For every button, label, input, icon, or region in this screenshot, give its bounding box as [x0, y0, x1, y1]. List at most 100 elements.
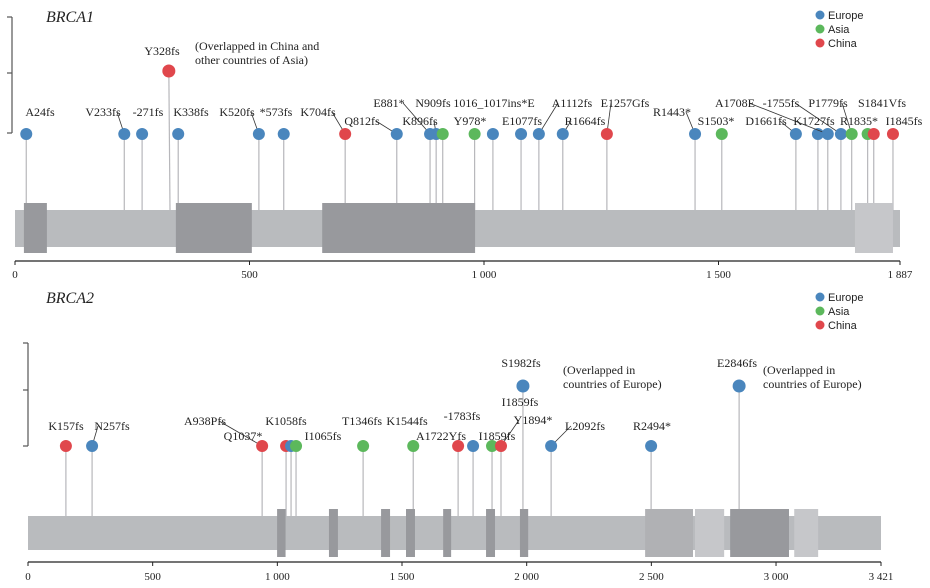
mutation-head-asia	[715, 128, 728, 140]
protein-domain	[730, 509, 789, 557]
mutation-label: Q812fs	[344, 114, 380, 128]
mutation-head-europe	[20, 128, 33, 140]
x-tick-label: 500	[144, 571, 161, 583]
mutation-head-china	[339, 128, 352, 140]
mutation-label: K338fs	[173, 105, 209, 119]
mutation-label: R2494*	[633, 419, 671, 433]
mutation-head-china	[600, 128, 613, 140]
x-tick-label: 1 500	[706, 269, 731, 281]
protein-domain	[645, 509, 693, 557]
label-leader	[218, 420, 263, 447]
mutation-head-asia	[845, 128, 858, 140]
mutation-head-asia	[290, 440, 303, 452]
x-tick-label: 500	[241, 269, 258, 281]
mutation-label: *573fs	[260, 105, 293, 119]
mutation-label: S1503*	[698, 114, 735, 128]
legend-label: Asia	[828, 306, 850, 318]
mutation-head-europe	[821, 128, 834, 140]
legend-label: China	[828, 320, 858, 332]
mutation-label: Y1894*	[514, 413, 553, 427]
protein-domain	[854, 203, 893, 253]
protein-domain	[277, 509, 286, 557]
protein-domain	[443, 509, 452, 557]
x-tick-label: 3 000	[764, 571, 789, 583]
protein-domain	[694, 509, 725, 557]
x-tick-label: 0	[12, 269, 18, 281]
mutation-head-europe	[277, 128, 290, 140]
mutation-head-europe	[252, 128, 265, 140]
mutation-head-europe	[556, 128, 569, 140]
panel-brca2	[23, 292, 882, 566]
mutation-label: I1845fs	[886, 114, 923, 128]
overlap-note: other countries of Asia)	[195, 53, 308, 67]
mutation-head-asia	[468, 128, 481, 140]
mutation-head-europe	[118, 128, 131, 140]
mutation-label: E1257Gfs	[601, 96, 650, 110]
mutation-head-europe	[515, 128, 528, 140]
mutation-stem	[168, 70, 171, 211]
mutation-head-asia	[486, 440, 499, 452]
mutation-label: A1708E	[715, 96, 755, 110]
mutation-label: A1112fs	[552, 96, 593, 110]
mutation-label: -1755fs	[763, 96, 800, 110]
x-tick-label: 1 000	[265, 571, 290, 583]
mutation-head-europe	[834, 128, 847, 140]
mutation-label: K157fs	[48, 419, 84, 433]
protein-domain	[23, 203, 47, 253]
protein-domain	[406, 509, 415, 557]
legend-marker-europe	[815, 10, 825, 20]
mutation-label: K704fs	[300, 105, 336, 119]
mutation-head-asia	[436, 128, 449, 140]
mutation-label: K1544fs	[386, 414, 428, 428]
overlap-note: countries of Europe)	[563, 377, 662, 391]
legend-marker-china	[815, 320, 825, 330]
legend-label: Asia	[828, 24, 850, 36]
mutation-label: Q1037*	[224, 429, 263, 443]
mutation-label: 1016_1017ins*E	[453, 96, 534, 110]
label-leader	[402, 102, 431, 135]
protein-domain	[322, 203, 476, 253]
mutation-head-europe	[732, 379, 746, 393]
mutation-head-china	[452, 440, 465, 452]
x-tick-label: 2 000	[514, 571, 539, 583]
mutation-label: -1783fs	[444, 409, 481, 423]
mutation-label: A1722Yfs	[416, 429, 466, 443]
protein-domain	[175, 203, 252, 253]
mutation-head-europe	[486, 128, 499, 140]
mutation-head-china	[59, 440, 72, 452]
mutation-head-europe	[516, 379, 530, 393]
mutation-label: S1982fs	[501, 356, 541, 370]
legend-label: Europe	[828, 292, 863, 304]
mutation-head-europe	[467, 440, 480, 452]
x-tick-label: 0	[25, 571, 31, 583]
x-tick-label: 1 500	[390, 571, 415, 583]
label-leader	[748, 102, 828, 135]
mutation-head-china	[886, 128, 899, 140]
mutation-head-europe	[136, 128, 149, 140]
overlap-note: (Overlapped in	[763, 363, 835, 377]
legend-label: China	[828, 38, 858, 50]
mutation-head-asia	[407, 440, 420, 452]
gene-title: BRCA1	[46, 9, 94, 26]
mutation-label: E2846fs	[717, 356, 757, 370]
mutation-head-china	[256, 440, 269, 452]
mutation-head-europe	[689, 128, 702, 140]
mutation-label: L2092fs	[565, 419, 605, 433]
mutation-head-europe	[789, 128, 802, 140]
mutation-label: A938Pfs	[184, 414, 226, 428]
legend-marker-asia	[815, 24, 825, 34]
mutation-head-europe	[532, 128, 545, 140]
mutation-label: -271fs	[133, 105, 164, 119]
mutation-head-europe	[545, 440, 558, 452]
mutation-label: E1077fs	[502, 114, 542, 128]
mutation-head-china	[162, 64, 176, 78]
mutation-label: K1727fs	[793, 114, 835, 128]
mutation-label: I1065fs	[305, 429, 342, 443]
overlap-note: (Overlapped in	[563, 363, 635, 377]
mutation-label: K520fs	[219, 105, 255, 119]
x-tick-label: 2 500	[639, 571, 664, 583]
legend-marker-china	[815, 38, 825, 48]
mutation-label: Y978*	[454, 114, 487, 128]
mutation-label: S1841Vfs	[858, 96, 906, 110]
mutation-label: I1859fs	[502, 395, 539, 409]
